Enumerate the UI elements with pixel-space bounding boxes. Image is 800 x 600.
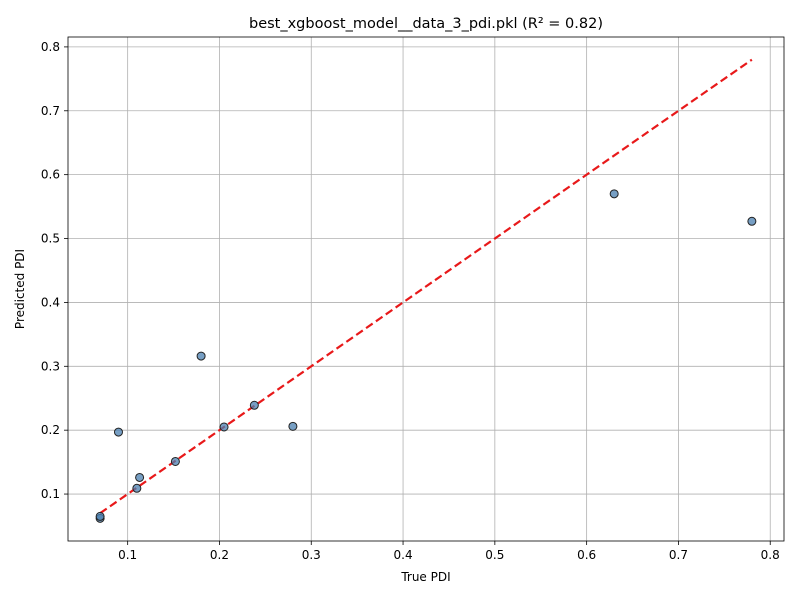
grid bbox=[68, 37, 784, 541]
x-tick-label: 0.8 bbox=[761, 548, 780, 562]
y-tick-label: 0.8 bbox=[41, 40, 60, 54]
data-point bbox=[747, 216, 757, 226]
data-point bbox=[288, 421, 298, 431]
y-tick-label: 0.2 bbox=[41, 423, 60, 437]
data-point bbox=[95, 511, 105, 521]
y-tick-label: 0.1 bbox=[41, 487, 60, 501]
chart-title: best_xgboost_model__data_3_pdi.pkl (R² =… bbox=[249, 16, 603, 32]
data-point bbox=[170, 456, 180, 466]
data-point bbox=[249, 400, 259, 410]
data-point bbox=[132, 483, 142, 493]
x-tick-label: 0.1 bbox=[118, 548, 137, 562]
data-point bbox=[609, 189, 619, 199]
y-tick-label: 0.5 bbox=[41, 232, 60, 246]
ticks: 0.1 0.2 0.3 0.4 0.5 0.6 0.7 0.8 0.1 0.2 0.3 0.4 0.5 0… bbox=[41, 40, 780, 562]
y-axis-label: Predicted PDI bbox=[13, 249, 27, 329]
x-tick-label: 0.7 bbox=[669, 548, 688, 562]
y-tick-label: 0.7 bbox=[41, 104, 60, 118]
y-tick-label: 0.3 bbox=[41, 359, 60, 373]
points-layer bbox=[95, 189, 757, 523]
data-point bbox=[196, 351, 206, 361]
x-tick-label: 0.4 bbox=[394, 548, 413, 562]
reference-line bbox=[99, 58, 753, 515]
x-tick-label: 0.6 bbox=[577, 548, 596, 562]
data-point bbox=[135, 472, 145, 482]
data-point bbox=[113, 427, 123, 437]
x-axis-label: True PDI bbox=[400, 570, 450, 584]
reference-line-layer bbox=[99, 58, 753, 515]
y-tick-label: 0.4 bbox=[41, 295, 60, 309]
x-tick-label: 0.2 bbox=[210, 548, 229, 562]
y-tick-label: 0.6 bbox=[41, 168, 60, 182]
plot-frame bbox=[67, 36, 785, 542]
x-tick-label: 0.3 bbox=[302, 548, 321, 562]
x-tick-label: 0.5 bbox=[485, 548, 504, 562]
data-point bbox=[219, 422, 229, 432]
